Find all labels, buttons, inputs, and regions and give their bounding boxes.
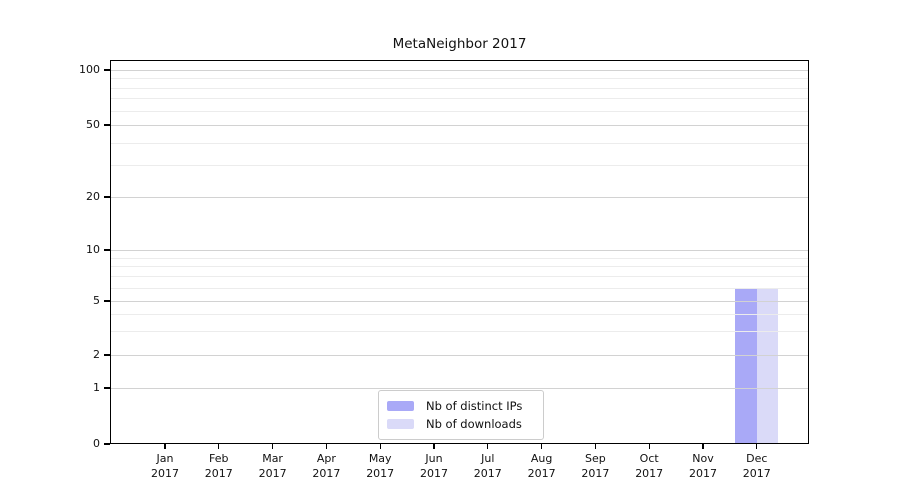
gridline-minor-6 — [110, 287, 809, 289]
chart-title: MetaNeighbor 2017 — [392, 36, 527, 52]
x-tick-label-oct: Oct 2017 — [635, 452, 664, 480]
y-tick-label-0: 0 — [93, 437, 100, 450]
x-tick-mark-sep — [594, 444, 596, 449]
gridline-major-10 — [110, 250, 809, 251]
y-tick-label-10: 10 — [86, 243, 100, 256]
gridline-minor-30 — [110, 165, 809, 167]
x-tick-label-jun: Jun 2017 — [420, 452, 448, 480]
gridline-minor-8 — [110, 266, 809, 268]
x-tick-label-aug: Aug 2017 — [527, 452, 556, 480]
legend-label-downloads: Nb of downloads — [426, 417, 522, 431]
legend-label-distinct-ips: Nb of distinct IPs — [426, 399, 523, 413]
x-tick-label-may: May 2017 — [366, 452, 395, 480]
x-tick-label-nov: Nov 2017 — [689, 452, 717, 480]
gridline-major-1 — [110, 388, 809, 389]
y-tick-mark-0 — [104, 443, 110, 445]
x-tick-mark-jan — [164, 444, 166, 449]
x-tick-mark-jul — [487, 444, 489, 449]
legend-swatch-downloads-icon — [387, 419, 414, 429]
gridline-major-2 — [110, 355, 809, 356]
x-tick-mark-jun — [433, 444, 435, 449]
x-tick-label-mar: Mar 2017 — [258, 452, 287, 480]
x-tick-label-apr: Apr 2017 — [312, 452, 341, 480]
x-tick-label-sep: Sep 2017 — [581, 452, 610, 480]
x-tick-mark-aug — [541, 444, 543, 449]
y-tick-label-5: 5 — [93, 294, 100, 307]
x-tick-mark-feb — [218, 444, 220, 449]
gridline-minor-9 — [110, 257, 809, 259]
x-tick-mark-mar — [272, 444, 274, 449]
gridline-minor-90 — [110, 78, 809, 80]
y-tick-label-1: 1 — [93, 381, 100, 394]
y-tick-mark-1 — [104, 387, 110, 389]
gridline-minor-4 — [110, 314, 809, 316]
y-tick-mark-5 — [104, 300, 110, 302]
x-tick-mark-oct — [648, 444, 650, 449]
y-tick-mark-100 — [104, 69, 110, 71]
y-tick-mark-50 — [104, 124, 110, 126]
plot-frame — [110, 60, 809, 444]
y-tick-mark-10 — [104, 249, 110, 251]
legend-swatch-distinct-ips-icon — [387, 401, 414, 411]
y-tick-label-50: 50 — [86, 118, 100, 131]
x-tick-label-dec: Dec 2017 — [742, 452, 771, 480]
y-tick-mark-20 — [104, 196, 110, 198]
gridline-minor-7 — [110, 276, 809, 278]
gridline-major-5 — [110, 301, 809, 302]
y-tick-mark-2 — [104, 354, 110, 356]
x-tick-mark-dec — [756, 444, 758, 449]
x-tick-mark-apr — [325, 444, 327, 449]
gridline-minor-60 — [110, 110, 809, 112]
x-tick-label-jan: Jan 2017 — [151, 452, 179, 480]
x-tick-mark-nov — [702, 444, 704, 449]
legend: Nb of distinct IPs Nb of downloads — [378, 390, 544, 440]
gridline-minor-3 — [110, 331, 809, 333]
legend-item-downloads: Nb of downloads — [387, 415, 533, 433]
x-tick-label-feb: Feb 2017 — [204, 452, 233, 480]
bar-downloads-dec — [756, 287, 779, 444]
y-tick-label-100: 100 — [79, 63, 100, 76]
y-tick-label-20: 20 — [86, 190, 100, 203]
x-tick-label-jul: Jul 2017 — [473, 452, 502, 480]
gridline-major-50 — [110, 125, 809, 126]
gridline-minor-80 — [110, 87, 809, 89]
gridline-major-20 — [110, 197, 809, 198]
x-tick-mark-may — [379, 444, 381, 449]
legend-item-distinct-ips: Nb of distinct IPs — [387, 397, 533, 415]
y-tick-label-2: 2 — [93, 348, 100, 361]
gridline-major-100 — [110, 70, 809, 71]
bar-distinct-ips-dec — [735, 287, 757, 444]
gridline-minor-70 — [110, 98, 809, 100]
gridline-minor-40 — [110, 142, 809, 144]
